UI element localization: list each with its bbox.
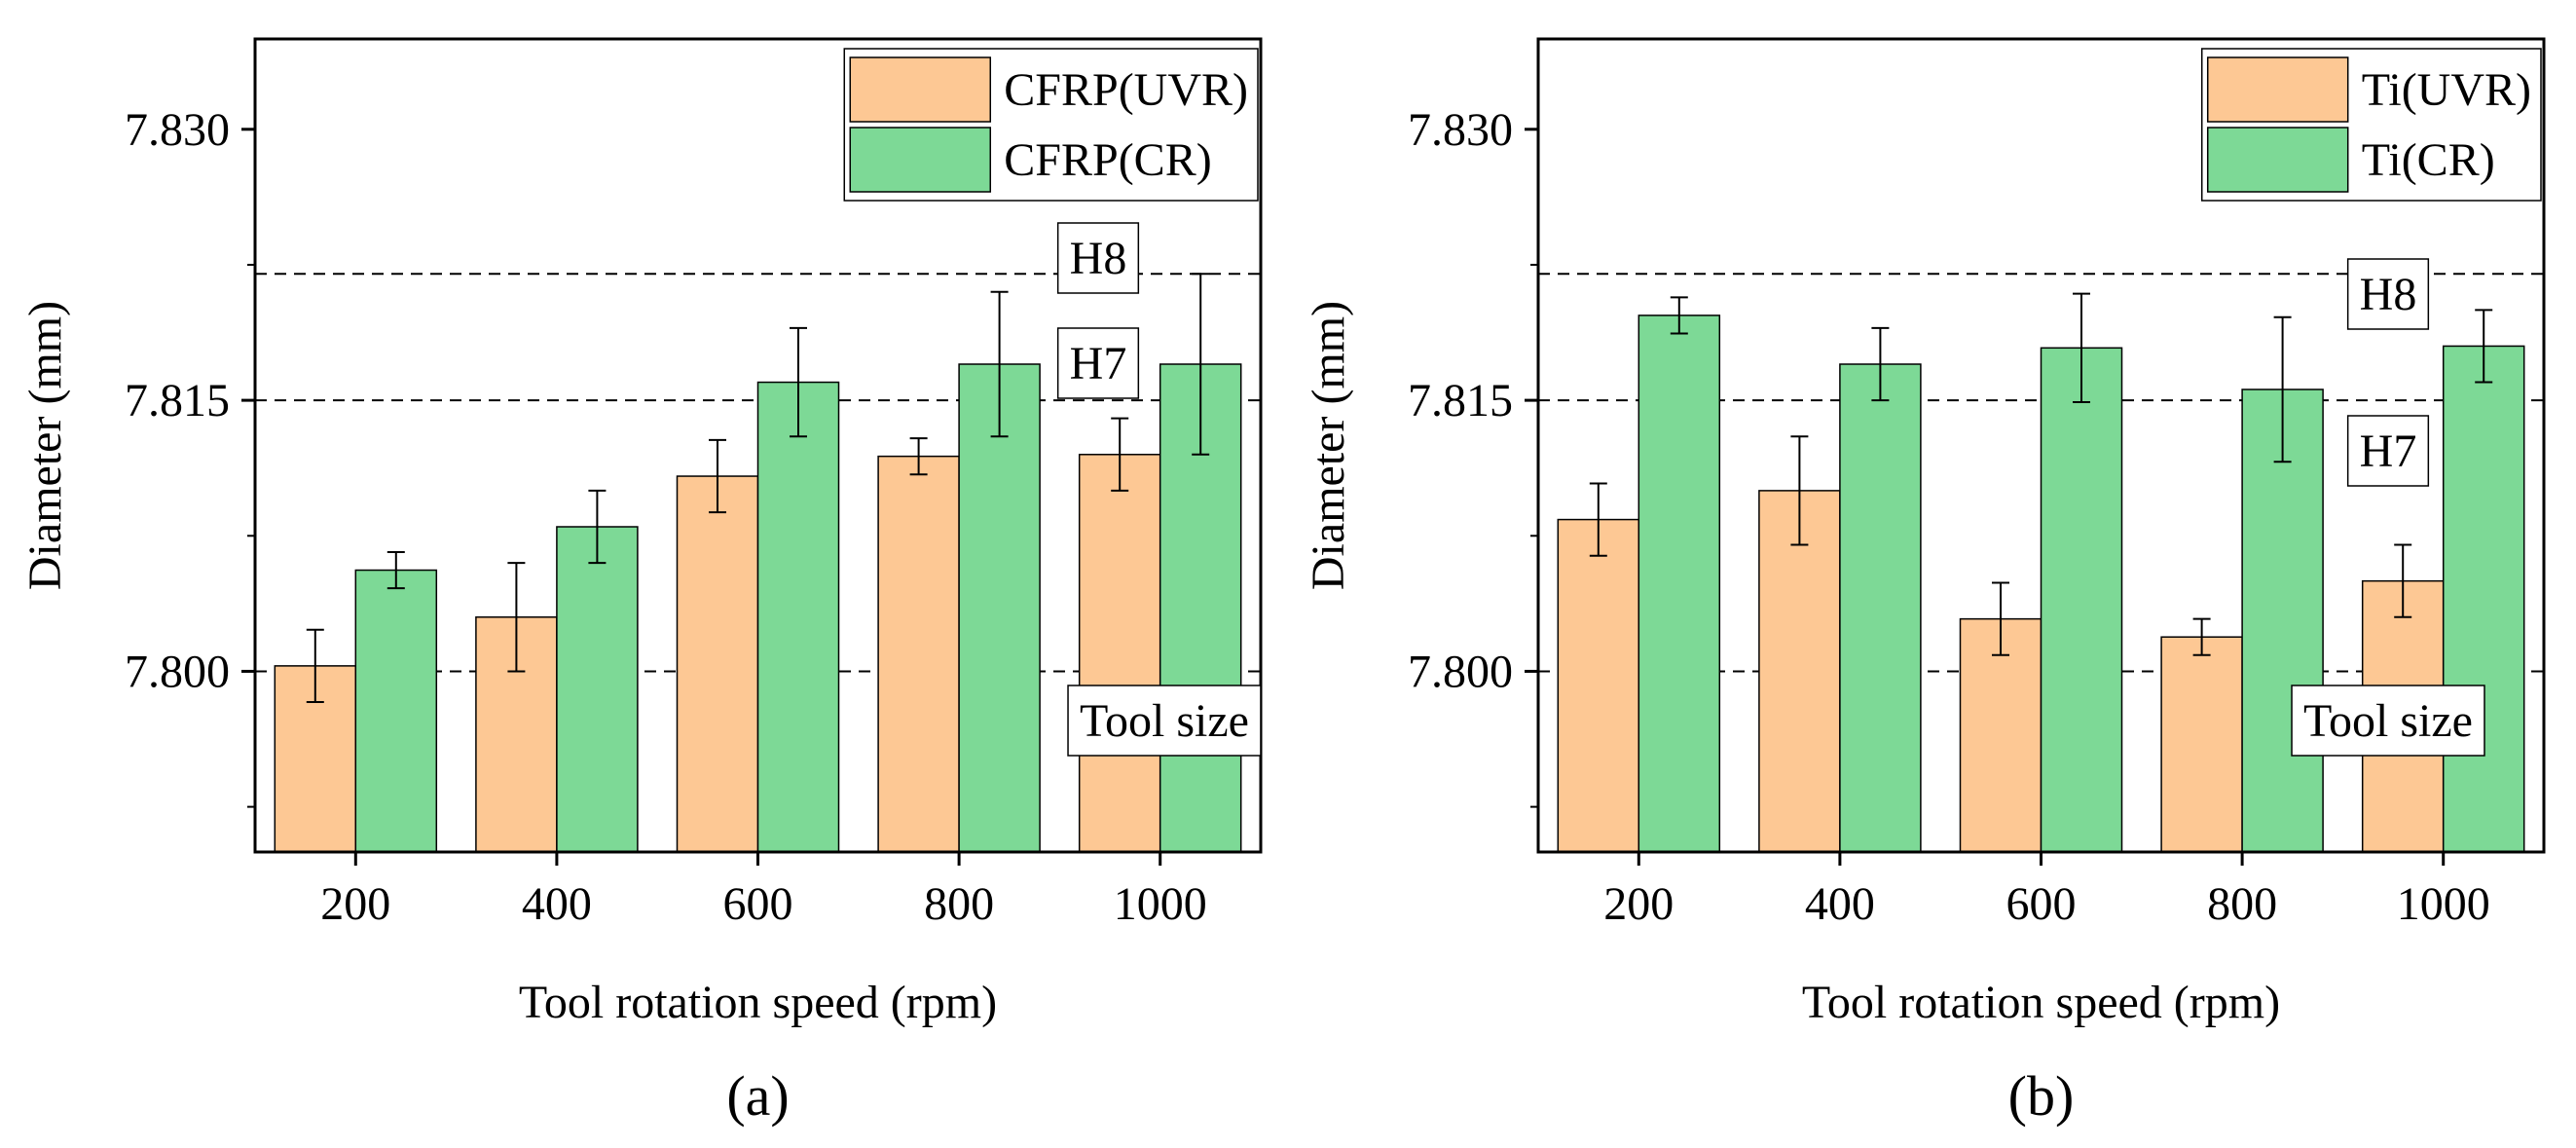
- x-tick-label: 400: [1805, 878, 1875, 930]
- reference-label-h7: H7: [2346, 415, 2430, 487]
- reference-label-text: H7: [2360, 426, 2417, 477]
- bar-ti-uvr--400: [1758, 490, 1841, 853]
- bar-cfrp-uvr--600: [676, 475, 759, 853]
- reference-label-tool-size: Tool size: [1067, 685, 1262, 757]
- legend-label: Ti(UVR): [2362, 64, 2531, 116]
- legend-label: CFRP(UVR): [1004, 64, 1248, 116]
- bar-ti-cr--800: [2241, 389, 2324, 853]
- bar-ti-uvr--200: [1557, 518, 1640, 853]
- reference-label-text: H7: [1070, 338, 1127, 389]
- x-tick-label: 200: [320, 878, 390, 930]
- reference-label-text: Tool size: [2303, 695, 2473, 747]
- legend-label: Ti(CR): [2362, 134, 2495, 186]
- bar-ti-cr--1000: [2442, 345, 2525, 853]
- panel-a: 7.800 7.815 7.830 200 400 600 800 1000 T…: [19, 37, 1263, 1128]
- bars-group: [274, 363, 1242, 853]
- x-tick-label: 1000: [1114, 878, 1207, 930]
- legend: Ti(UVR) Ti(CR): [2200, 48, 2542, 202]
- bar-ti-cr--400: [1839, 363, 1922, 853]
- y-axis-label: Diameter (mm): [1303, 301, 1354, 590]
- reference-label-text: Tool size: [1080, 695, 1249, 747]
- bar-cfrp-uvr--800: [877, 455, 960, 853]
- x-tick-label: 400: [522, 878, 592, 930]
- panel-b: 7.800 7.815 7.830 200 400 600 800 1000 T…: [1303, 37, 2546, 1128]
- legend-swatch: [849, 127, 992, 193]
- x-tick-label: 800: [2207, 878, 2277, 930]
- x-tick-label: 800: [924, 878, 994, 930]
- reference-label-h8: H8: [2346, 258, 2430, 330]
- axis-ticks: [1525, 128, 2446, 866]
- y-tick-label: 7.830: [1408, 104, 1513, 156]
- reference-label-text: H8: [1070, 233, 1127, 284]
- bars-group: [1557, 315, 2525, 853]
- x-axis-label: Tool rotation speed (rpm): [519, 977, 997, 1028]
- y-tick-label: 7.800: [125, 646, 230, 697]
- legend-swatch: [2206, 56, 2349, 123]
- legend-label: CFRP(CR): [1004, 134, 1211, 186]
- x-tick-label: 600: [2006, 878, 2077, 930]
- x-tick-label: 1000: [2397, 878, 2490, 930]
- bar-cfrp-cr--200: [354, 569, 438, 853]
- panel-caption: (a): [726, 1064, 789, 1128]
- bar-ti-uvr--800: [2160, 636, 2243, 853]
- legend: CFRP(UVR) CFRP(CR): [843, 48, 1259, 202]
- bar-cfrp-cr--600: [756, 381, 840, 853]
- bar-cfrp-cr--400: [556, 526, 639, 853]
- reference-label-h8: H8: [1056, 222, 1140, 294]
- error-bars-group: [1589, 292, 2493, 656]
- axis-ticks: [241, 128, 1162, 866]
- y-axis-label: Diameter (mm): [19, 301, 71, 590]
- y-tick-label: 7.815: [125, 375, 230, 426]
- legend-swatch: [2206, 127, 2349, 193]
- reference-label-h7: H7: [1056, 327, 1140, 399]
- reference-label-tool-size: Tool size: [2291, 685, 2485, 757]
- x-tick-label: 200: [1603, 878, 1674, 930]
- bar-ti-cr--600: [2040, 347, 2123, 853]
- error-bars-group: [306, 273, 1210, 703]
- x-axis-label: Tool rotation speed (rpm): [1802, 977, 2280, 1028]
- x-tick-label: 600: [723, 878, 793, 930]
- y-tick-label: 7.830: [125, 104, 230, 156]
- bar-cfrp-uvr--1000: [1078, 454, 1161, 853]
- legend-swatch: [849, 56, 992, 123]
- panel-caption: (b): [2008, 1064, 2075, 1128]
- y-tick-label: 7.800: [1408, 646, 1513, 697]
- bar-ti-cr--200: [1638, 315, 1721, 853]
- y-tick-label: 7.815: [1408, 375, 1513, 426]
- reference-label-text: H8: [2360, 269, 2417, 320]
